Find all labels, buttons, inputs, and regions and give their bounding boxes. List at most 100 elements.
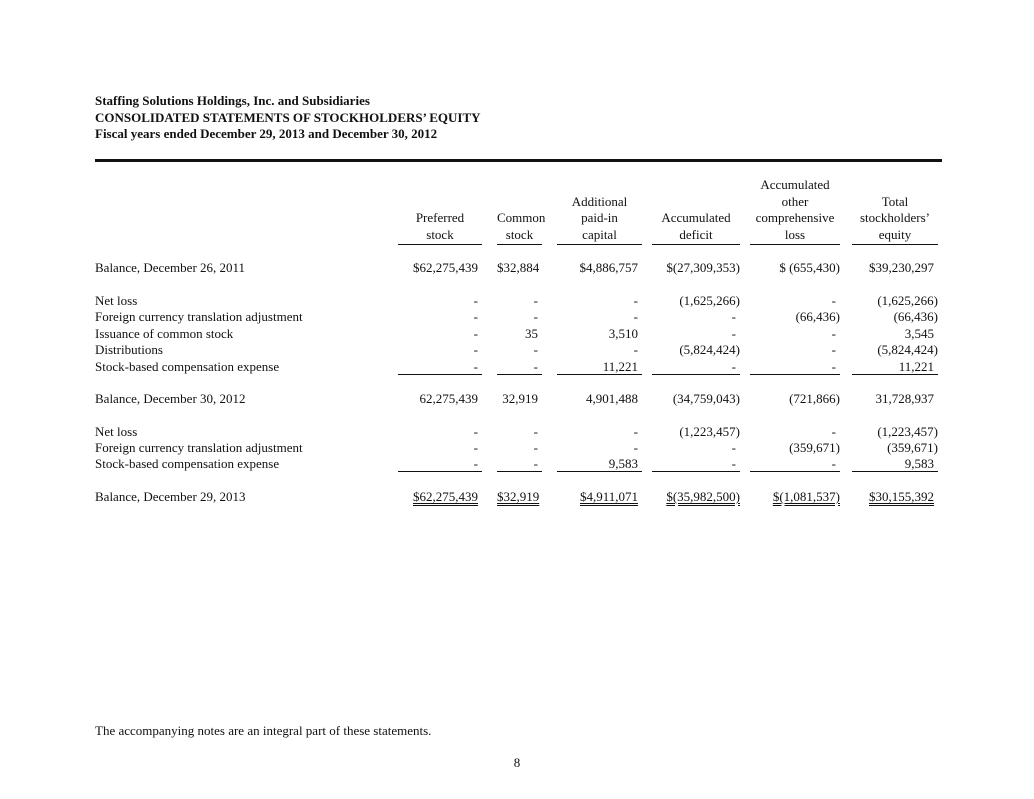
table-cell: $(27,309,353) (652, 260, 740, 275)
cell-value: - (731, 440, 736, 455)
cell-value: $32,884 (497, 260, 540, 275)
column-header-line: capital (582, 226, 617, 242)
column-header-line: Common (497, 210, 546, 225)
cell-value: (359,671) (789, 440, 840, 455)
page-number: 8 (513, 755, 521, 770)
table-cell: $(35,982,500) (652, 489, 740, 504)
table-cell: $4,911,071 (557, 489, 642, 504)
table-cell: - (750, 293, 840, 308)
table-cell: $(1,081,537) (750, 489, 840, 504)
cell-value: - (533, 424, 538, 439)
row-label: Balance, December 29, 2013 (95, 489, 246, 504)
cell-value: (721,866) (789, 391, 840, 406)
table-cell: (66,436) (852, 309, 938, 324)
table-cell: - (497, 309, 542, 324)
column-header: Additional paid-in capital (557, 194, 642, 245)
table-cell: $ (655,430) (750, 260, 840, 275)
cell-value: 35 (525, 326, 538, 341)
table-cell: - (398, 342, 482, 357)
table-cell: - (497, 456, 542, 472)
cell-value: $4,886,757 (579, 260, 639, 275)
column-header-line: Accumulated (661, 210, 731, 225)
cell-value: $(27,309,353) (666, 260, 740, 275)
table-cell: - (652, 326, 740, 341)
cell-value: (1,223,457) (877, 424, 938, 439)
cell-value: - (473, 309, 478, 324)
table-cell: $30,155,392 (852, 489, 938, 504)
table-row: Net loss - - - (1,625,266) - (1,625,266) (95, 293, 940, 309)
cell-value: (1,625,266) (679, 293, 740, 308)
table-row: Stock-based compensation expense - - 11,221… (95, 359, 940, 375)
table-cell: - (557, 309, 642, 324)
table-cell: (5,824,424) (652, 342, 740, 357)
table-cell: - (398, 456, 482, 472)
cell-value: (5,824,424) (679, 342, 740, 357)
table-cell: - (652, 440, 740, 455)
cell-value: - (831, 342, 836, 357)
table-cell: - (398, 326, 482, 341)
cell-value: - (533, 456, 538, 471)
cell-value: - (473, 440, 478, 455)
column-header-line: Preferred (415, 210, 465, 225)
cell-value: $62,275,439 (413, 260, 478, 275)
table-cell: - (398, 293, 482, 308)
table-cell: - (750, 326, 840, 341)
column-header-line: Accumulated (760, 177, 830, 192)
cell-value: 9,583 (904, 456, 934, 471)
table-cell: - (557, 424, 642, 439)
row-label: Distributions (95, 342, 163, 357)
cell-value: - (831, 293, 836, 308)
table-cell: - (750, 359, 840, 375)
column-header-line: comprehensive (755, 210, 835, 225)
table-cell: 9,583 (852, 456, 938, 472)
cell-value: 11,221 (898, 359, 934, 374)
table-cell: - (652, 359, 740, 375)
table-cell: - (497, 342, 542, 357)
table-cell: - (750, 456, 840, 472)
table-cell: (34,759,043) (652, 391, 740, 406)
column-header-line: stock (505, 226, 534, 242)
cell-value: - (831, 359, 836, 374)
column-header-line: stock (426, 226, 454, 242)
cell-value: 62,275,439 (419, 391, 479, 406)
table-cell: - (497, 440, 542, 455)
table-cell: 62,275,439 (398, 391, 482, 406)
cell-value: - (533, 293, 538, 308)
cell-value: - (731, 456, 736, 471)
cell-value: - (831, 326, 836, 341)
table-row: Foreign currency translation adjustment -… (95, 309, 940, 325)
table-cell: - (652, 309, 740, 324)
cell-value: 31,728,937 (875, 391, 935, 406)
table-cell: (1,223,457) (852, 424, 938, 439)
cell-value: $(35,982,500) (666, 489, 740, 504)
table-cell: - (557, 293, 642, 308)
cell-value: $(1,081,537) (772, 489, 840, 504)
statement-period: Fiscal years ended December 29, 2013 and… (95, 126, 438, 141)
table-cell: 35 (497, 326, 542, 341)
column-header-line: Total (881, 193, 909, 209)
cell-value: - (473, 424, 478, 439)
table-cell: 9,583 (557, 456, 642, 472)
cell-value: 3,510 (608, 326, 638, 341)
cell-value: - (473, 326, 478, 341)
table-cell: 3,510 (557, 326, 642, 341)
table-cell: (5,824,424) (852, 342, 938, 357)
column-header-line: equity (878, 226, 912, 242)
cell-value: - (473, 293, 478, 308)
cell-value: - (533, 440, 538, 455)
cell-value: $ (655,430) (779, 260, 840, 275)
table-cell: $32,884 (497, 260, 542, 275)
table-cell: - (398, 309, 482, 324)
table-row: Balance, December 29, 2013 $62,275,439 $32… (95, 489, 940, 505)
table-cell: 3,545 (852, 326, 938, 341)
table-cell: - (398, 440, 482, 455)
table-cell: 32,919 (497, 391, 542, 406)
table-cell: (721,866) (750, 391, 840, 406)
cell-value: 11,221 (602, 359, 638, 374)
table-cell: $62,275,439 (398, 489, 482, 504)
cell-value: - (633, 342, 638, 357)
cell-value: - (533, 342, 538, 357)
table-cell: (66,436) (750, 309, 840, 324)
cell-value: 3,545 (904, 326, 934, 341)
cell-value: - (633, 440, 638, 455)
